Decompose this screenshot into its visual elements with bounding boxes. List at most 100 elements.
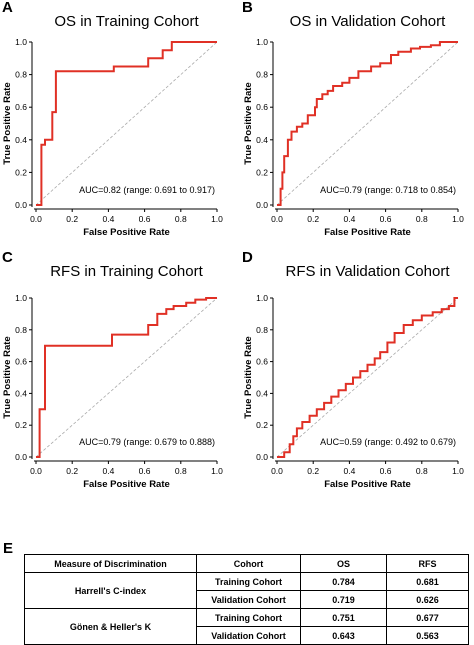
os-cell: 0.719 xyxy=(300,590,387,609)
panel-label-b: B xyxy=(242,0,253,16)
x-tick-label: 1.0 xyxy=(452,214,464,224)
x-tick-label: 0.8 xyxy=(416,466,428,476)
x-tick-label: 0.4 xyxy=(102,466,114,476)
y-tick-label: 1.0 xyxy=(256,293,268,303)
y-tick-label: 0.8 xyxy=(256,325,268,335)
x-tick-label: 0.0 xyxy=(271,214,283,224)
x-tick-label: 1.0 xyxy=(211,466,223,476)
cohort-cell: Training Cohort xyxy=(196,608,301,627)
y-tick-label: 0.6 xyxy=(15,102,27,112)
chance-diagonal xyxy=(35,297,218,458)
x-tick-label: 0.6 xyxy=(139,214,151,224)
y-tick-label: 0.8 xyxy=(15,70,27,80)
panel-label-a: A xyxy=(2,0,13,16)
roc-curve xyxy=(36,41,217,206)
table-row: Gönen & Heller's K Training Cohort 0.751… xyxy=(24,608,469,645)
header-rfs: RFS xyxy=(386,554,469,573)
y-tick-label: 0.8 xyxy=(15,325,27,335)
y-tick-label: 0.2 xyxy=(256,420,268,430)
x-tick-label: 0.4 xyxy=(343,466,355,476)
x-tick-label: 0.2 xyxy=(66,466,78,476)
roc-panel-d: D RFS in Validation Cohort 0.0 0.2 0.4 0.6 0.8… xyxy=(242,249,464,490)
panel-title: OS in Training Cohort xyxy=(54,13,199,30)
x-tick-label: 0.2 xyxy=(307,466,319,476)
discrimination-table: Measure of Discrimination Cohort OS RFS … xyxy=(24,554,469,645)
y-axis-label: True Positive Rate xyxy=(2,82,13,164)
x-tick-label: 0.6 xyxy=(380,214,392,224)
x-tick-label: 0.0 xyxy=(30,466,42,476)
y-axis-label: True Positive Rate xyxy=(243,336,254,418)
x-tick-label: 0.6 xyxy=(380,466,392,476)
x-tick-label: 0.8 xyxy=(416,214,428,224)
header-measure: Measure of Discrimination xyxy=(24,554,197,573)
y-tick-label: 0.4 xyxy=(256,388,268,398)
panel-label-e: E xyxy=(3,540,14,557)
y-tick-label: 0.2 xyxy=(256,167,268,177)
panel-title: RFS in Training Cohort xyxy=(50,263,203,280)
x-tick-label: 0.4 xyxy=(102,214,114,224)
panel-label-c: C xyxy=(2,249,13,266)
y-axis-label: True Positive Rate xyxy=(2,336,13,418)
roc-curve xyxy=(36,297,217,458)
y-tick-label: 0.4 xyxy=(15,388,27,398)
y-tick-label: 1.0 xyxy=(15,293,27,303)
os-cell: 0.784 xyxy=(300,572,387,591)
os-cell: 0.751 xyxy=(300,608,387,627)
table-header-row: Measure of Discrimination Cohort OS RFS xyxy=(24,554,469,573)
roc-panel-a: A OS in Training Cohort 0.0 0.2 0.4 0.6 0.8 1.0… xyxy=(2,0,223,238)
auc-annotation: AUC=0.59 (range: 0.492 to 0.679) xyxy=(320,437,456,447)
cohort-cell: Validation Cohort xyxy=(196,590,301,609)
x-tick-label: 0.0 xyxy=(30,214,42,224)
y-tick-label: 0.0 xyxy=(256,200,268,210)
y-tick-label: 0.4 xyxy=(256,135,268,145)
table-row: Validation Cohort 0.643 0.563 xyxy=(25,626,469,645)
roc-curve xyxy=(277,297,458,458)
y-axis-label: True Positive Rate xyxy=(243,82,254,164)
y-tick-label: 0.0 xyxy=(256,452,268,462)
panel-title: RFS in Validation Cohort xyxy=(286,263,451,280)
table-row: Validation Cohort 0.719 0.626 xyxy=(25,590,469,609)
y-tick-label: 0.4 xyxy=(15,135,27,145)
roc-panel-b: B OS in Validation Cohort 0.0 0.2 0.4 0.6 0.8 1… xyxy=(242,0,464,238)
auc-annotation: AUC=0.79 (range: 0.718 to 0.854) xyxy=(320,185,456,195)
x-tick-label: 1.0 xyxy=(452,466,464,476)
panel-label-d: D xyxy=(242,249,253,266)
discrimination-table-container: E Measure of Discrimination Cohort OS RF… xyxy=(3,540,469,645)
auc-annotation: AUC=0.79 (range: 0.679 to 0.888) xyxy=(79,437,215,447)
y-tick-label: 0.2 xyxy=(15,167,27,177)
chance-diagonal xyxy=(35,41,218,206)
x-axis-label: False Positive Rate xyxy=(83,227,170,238)
chance-diagonal xyxy=(276,297,459,458)
y-tick-label: 0.0 xyxy=(15,452,27,462)
auc-annotation: AUC=0.82 (range: 0.691 to 0.917) xyxy=(79,185,215,195)
cohort-cell: Training Cohort xyxy=(196,572,301,591)
y-tick-label: 1.0 xyxy=(15,37,27,47)
x-axis-label: False Positive Rate xyxy=(324,227,411,238)
y-tick-label: 1.0 xyxy=(256,37,268,47)
roc-curve xyxy=(277,41,458,206)
y-tick-label: 0.6 xyxy=(256,102,268,112)
x-axis-label: False Positive Rate xyxy=(83,479,170,490)
rfs-cell: 0.626 xyxy=(386,590,469,609)
x-tick-label: 0.8 xyxy=(175,466,187,476)
measure-cell: Gönen & Heller's K xyxy=(24,608,197,645)
x-tick-label: 0.6 xyxy=(139,466,151,476)
x-tick-label: 0.4 xyxy=(343,214,355,224)
chance-diagonal xyxy=(276,41,459,206)
x-tick-label: 0.8 xyxy=(175,214,187,224)
y-tick-label: 0.6 xyxy=(15,357,27,367)
x-tick-label: 0.0 xyxy=(271,466,283,476)
table-row: Harrell's C-index Training Cohort 0.784 … xyxy=(24,572,469,609)
panel-title: OS in Validation Cohort xyxy=(290,13,446,30)
x-axis-label: False Positive Rate xyxy=(324,479,411,490)
x-tick-label: 0.2 xyxy=(307,214,319,224)
y-tick-label: 0.8 xyxy=(256,70,268,80)
rfs-cell: 0.681 xyxy=(386,572,469,591)
y-tick-label: 0.6 xyxy=(256,357,268,367)
y-tick-label: 0.2 xyxy=(15,420,27,430)
header-os: OS xyxy=(300,554,387,573)
x-tick-label: 0.2 xyxy=(66,214,78,224)
y-tick-label: 0.0 xyxy=(15,200,27,210)
rfs-cell: 0.677 xyxy=(386,608,469,627)
